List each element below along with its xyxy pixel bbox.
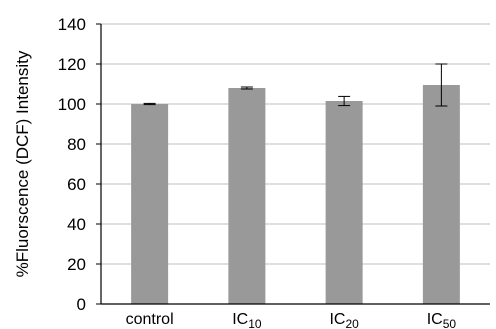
y-tick-label: 60	[67, 175, 86, 194]
y-tick-label: 120	[58, 55, 86, 74]
y-tick-label: 40	[67, 215, 86, 234]
x-tick-label: IC10	[232, 311, 262, 329]
x-tick-labels: control IC10 IC20 IC50	[126, 311, 457, 329]
bars	[131, 85, 460, 304]
y-axis-label: %Fluorscence (DCF) Intensity	[13, 50, 32, 277]
bar	[228, 88, 266, 304]
error-bars	[143, 63, 448, 107]
x-tick-label: IC50	[427, 311, 457, 329]
x-tick-label: control	[126, 311, 174, 328]
bar	[422, 85, 460, 304]
y-tick-label: 100	[58, 95, 86, 114]
y-tick-label: 20	[67, 255, 86, 274]
bar	[325, 101, 363, 304]
x-tick-label: IC20	[329, 311, 359, 329]
bar	[131, 104, 169, 304]
y-tick-label: 140	[58, 15, 86, 34]
y-tick-labels: 0 20 40 60 80 100 120 140	[58, 15, 86, 314]
y-tick-label: 0	[77, 295, 86, 314]
y-tick-label: 80	[67, 135, 86, 154]
